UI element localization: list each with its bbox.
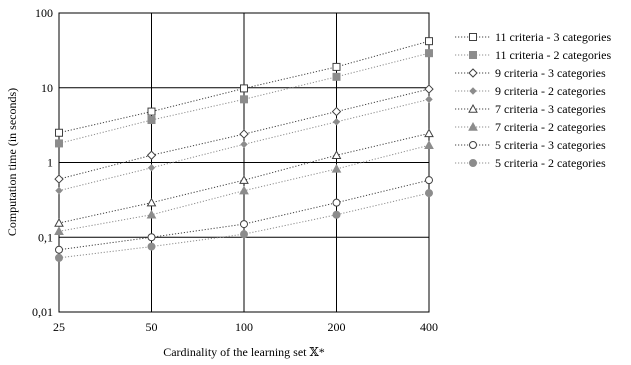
- series: [55, 189, 433, 262]
- series-line: [58, 88, 430, 180]
- series: [54, 140, 434, 236]
- data-point: [424, 128, 434, 138]
- series-layer: [54, 37, 434, 262]
- data-point: [54, 174, 64, 184]
- data-point: [146, 197, 157, 207]
- legend-label: 5 criteria - 2 categories: [495, 156, 606, 170]
- legend-marker: [468, 68, 478, 78]
- data-point: [147, 164, 156, 172]
- data-point: [240, 230, 248, 239]
- data-point: [332, 62, 341, 71]
- data-point: [331, 163, 342, 173]
- data-point: [55, 186, 63, 195]
- legend-marker: [469, 33, 477, 41]
- legend-marker: [468, 121, 478, 131]
- data-point: [55, 128, 63, 137]
- x-tick-label: 200: [328, 320, 346, 334]
- legend-item: 5 criteria - 2 categories: [455, 156, 606, 170]
- y-tick-label: 100: [35, 6, 53, 20]
- legend-marker: [469, 87, 477, 95]
- data-point: [147, 242, 156, 251]
- legend-item: 9 criteria - 3 categories: [455, 66, 606, 80]
- y-tick-label: 0,01: [32, 305, 53, 319]
- data-point: [331, 150, 342, 159]
- data-point: [54, 217, 64, 227]
- series: [55, 176, 433, 254]
- legend-marker: [468, 103, 478, 113]
- x-tick-label: 25: [53, 320, 65, 334]
- legend-label: 9 criteria - 3 categories: [495, 66, 606, 80]
- data-point: [55, 245, 63, 254]
- plot-area: [58, 12, 430, 313]
- data-point: [240, 95, 248, 104]
- series: [54, 84, 434, 184]
- legend-item: 5 criteria - 3 categories: [455, 138, 606, 152]
- x-axis-ticks: 25 50 100 200 400: [53, 320, 438, 334]
- legend: 11 criteria - 3 categories 11 criteria - …: [455, 30, 611, 170]
- y-tick-label: 1: [47, 156, 53, 170]
- legend-item: 7 criteria - 2 categories: [455, 120, 606, 134]
- data-point: [147, 107, 156, 116]
- data-point: [332, 118, 341, 126]
- legend-label: 11 criteria - 3 categories: [495, 30, 611, 44]
- data-point: [147, 116, 156, 125]
- series: [54, 128, 434, 227]
- data-point: [240, 220, 248, 229]
- y-axis-ticks: 0,01 0,1 1 10 100: [32, 6, 53, 319]
- legend-marker: [469, 141, 477, 149]
- data-point: [239, 129, 249, 139]
- x-tick-label: 50: [146, 320, 158, 334]
- legend-marker: [469, 159, 477, 167]
- data-point: [239, 185, 249, 195]
- y-tick-label: 10: [41, 81, 53, 95]
- data-point: [425, 37, 433, 46]
- data-point: [240, 140, 248, 149]
- legend-label: 5 criteria - 3 categories: [495, 138, 606, 152]
- y-tick-label: 0,1: [38, 230, 53, 244]
- legend-label: 9 criteria - 2 categories: [495, 84, 606, 98]
- data-point: [146, 209, 157, 219]
- legend-label: 7 criteria - 2 categories: [495, 120, 606, 134]
- data-point: [331, 106, 342, 117]
- y-axis-label: Computation time (in seconds): [5, 88, 19, 236]
- grid: [58, 12, 430, 313]
- data-point: [240, 84, 248, 93]
- series: [55, 37, 433, 137]
- data-point: [425, 189, 433, 198]
- legend-item: 11 criteria - 3 categories: [455, 30, 611, 44]
- data-point: [54, 226, 64, 236]
- series: [55, 49, 433, 148]
- legend-label: 11 criteria - 2 categories: [495, 48, 611, 62]
- data-point: [332, 210, 341, 219]
- legend-item: 9 criteria - 2 categories: [455, 84, 606, 98]
- legend-label: 7 criteria - 3 categories: [495, 102, 606, 116]
- legend-item: 11 criteria - 2 categories: [455, 48, 611, 62]
- series-line: [58, 40, 430, 134]
- data-point: [425, 176, 433, 185]
- data-point: [239, 175, 249, 184]
- data-point: [425, 95, 433, 104]
- data-point: [424, 84, 434, 94]
- data-point: [146, 150, 157, 160]
- data-point: [425, 49, 433, 58]
- data-point: [55, 253, 63, 262]
- x-axis-label: Cardinality of the learning set 𝕏*: [163, 345, 325, 359]
- data-point: [332, 198, 341, 207]
- x-tick-label: 400: [420, 320, 438, 334]
- data-point: [424, 140, 434, 149]
- legend-item: 7 criteria - 3 categories: [455, 102, 606, 116]
- x-tick-label: 100: [235, 320, 253, 334]
- series-line: [58, 98, 430, 192]
- series: [55, 95, 433, 195]
- data-point: [55, 139, 63, 148]
- data-point: [332, 72, 341, 81]
- legend-marker: [469, 51, 477, 59]
- data-point: [147, 233, 156, 242]
